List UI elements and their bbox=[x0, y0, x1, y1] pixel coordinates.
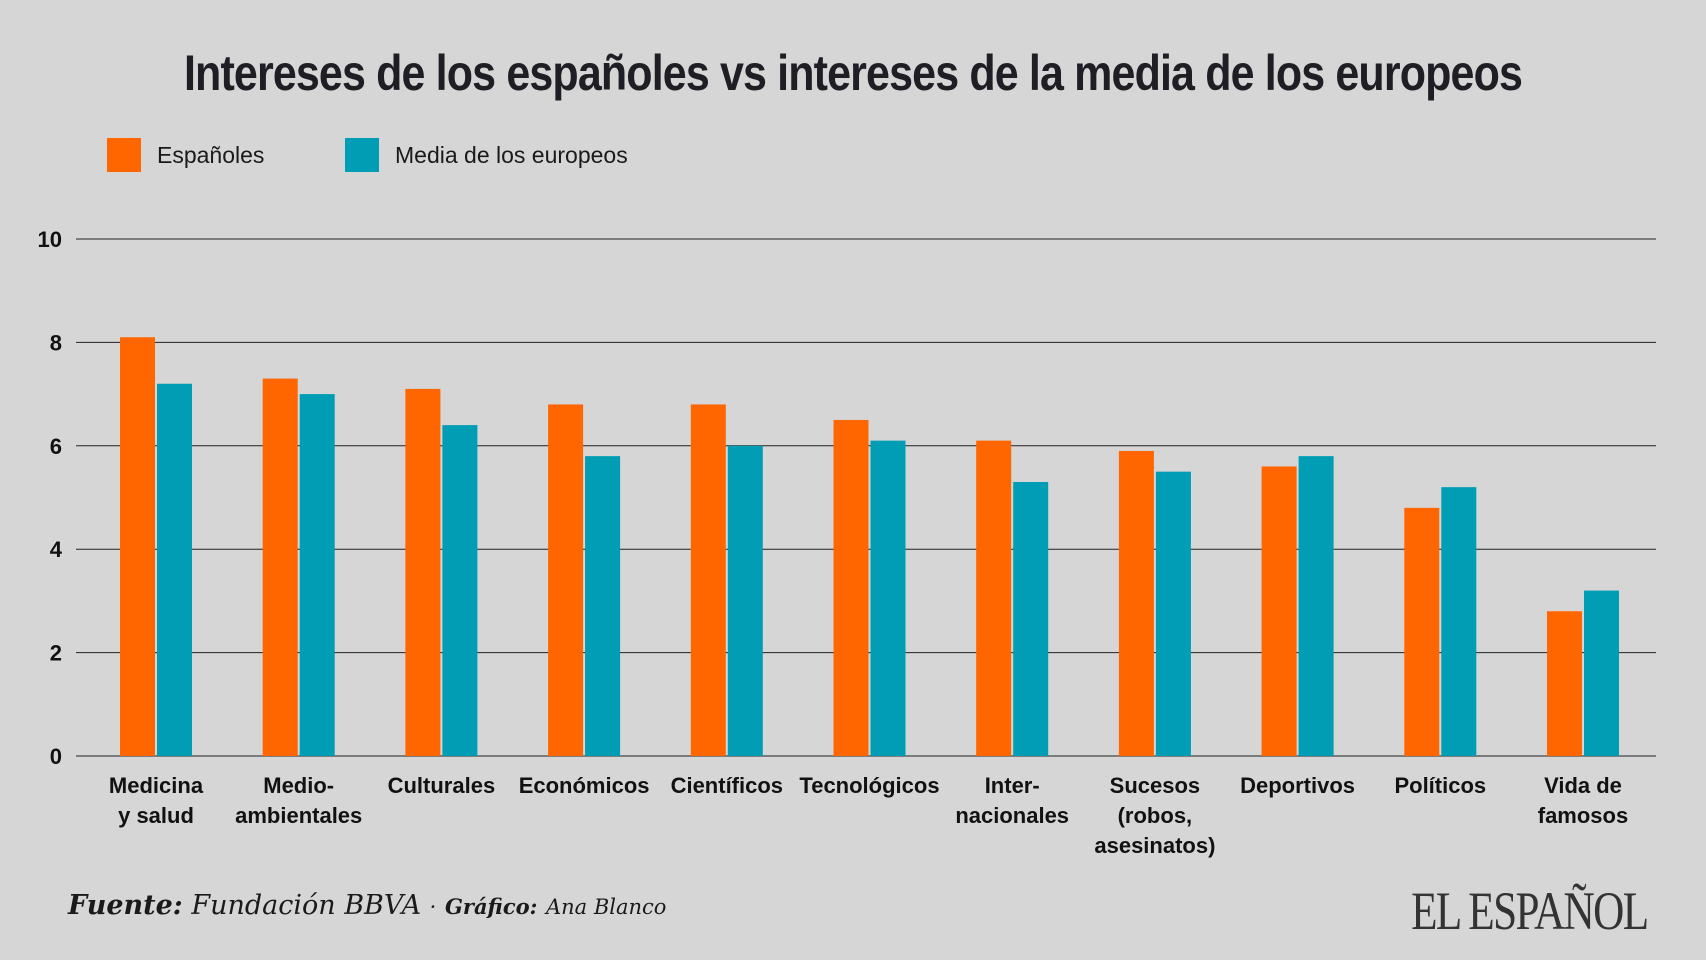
x-tick-label: Sucesos (robos, asesinatos) bbox=[1094, 773, 1215, 858]
y-tick-label: 0 bbox=[50, 744, 62, 769]
bar-espanoles bbox=[690, 404, 726, 756]
x-tick-label: Económicos bbox=[519, 773, 650, 798]
chart-title: Intereses de los españoles vs intereses … bbox=[183, 45, 1523, 101]
x-tick-label: Medio-ambientales bbox=[235, 773, 362, 828]
source-label: Fuente: bbox=[68, 890, 183, 921]
legend-swatch-espanoles bbox=[107, 138, 141, 172]
bar-espanoles bbox=[1118, 450, 1154, 756]
y-tick-label: 10 bbox=[38, 227, 62, 252]
bar-espanoles bbox=[262, 378, 298, 756]
el-espanol-logo: EL ESPAÑOL bbox=[1411, 881, 1650, 941]
bar-espanoles bbox=[405, 388, 441, 756]
bar-espanoles bbox=[833, 419, 869, 756]
legend-label: Españoles bbox=[157, 141, 265, 168]
bar-europeos bbox=[1584, 590, 1619, 756]
bar-espanoles bbox=[1261, 466, 1297, 756]
bar-europeos bbox=[1013, 481, 1049, 756]
x-tick-label: Vida de famosos bbox=[1538, 773, 1628, 828]
y-tick-label: 4 bbox=[50, 537, 63, 562]
y-tick-label: 2 bbox=[50, 641, 62, 666]
bar-europeos bbox=[299, 394, 335, 756]
bar-europeos bbox=[442, 425, 478, 756]
bar-espanoles bbox=[1404, 507, 1440, 756]
graphic-label: Gráfico: bbox=[444, 894, 538, 919]
y-tick-label: 8 bbox=[50, 330, 62, 355]
y-tick-label: 6 bbox=[50, 434, 62, 459]
bar-europeos bbox=[727, 445, 763, 756]
bar-europeos bbox=[1155, 471, 1191, 756]
legend-swatch-europeos bbox=[345, 138, 379, 172]
separator: · bbox=[429, 895, 437, 919]
legend-label: Media de los europeos bbox=[395, 141, 628, 168]
graphic-author: Ana Blanco bbox=[545, 895, 667, 919]
bar-espanoles bbox=[120, 337, 155, 756]
legend-item-europeos: Media de los europeos bbox=[345, 138, 628, 172]
bar-europeos bbox=[870, 440, 906, 756]
source: Fundación BBVA bbox=[191, 890, 422, 921]
x-tick-label: Tecnológicos bbox=[799, 773, 939, 798]
bar-europeos bbox=[1441, 487, 1477, 756]
x-tick-label: Políticos bbox=[1394, 773, 1486, 798]
bar-europeos bbox=[585, 456, 621, 756]
x-tick-label: Científicos bbox=[671, 773, 783, 798]
bar-espanoles bbox=[976, 440, 1012, 756]
legend-item-espanoles: Españoles bbox=[107, 138, 264, 172]
bar-europeos bbox=[1298, 456, 1334, 756]
source-credit: Fuente: Fundación BBVA · Gráfico: Ana Bl… bbox=[68, 890, 666, 921]
bar-espanoles bbox=[1547, 611, 1582, 756]
bar-europeos bbox=[157, 383, 192, 756]
x-tick-label: Medicina y salud bbox=[109, 773, 204, 828]
x-tick-label: Culturales bbox=[388, 773, 496, 798]
x-tick-label: Deportivos bbox=[1240, 773, 1355, 798]
x-tick-label: Inter-nacionales bbox=[955, 773, 1069, 828]
bar-espanoles bbox=[548, 404, 584, 756]
